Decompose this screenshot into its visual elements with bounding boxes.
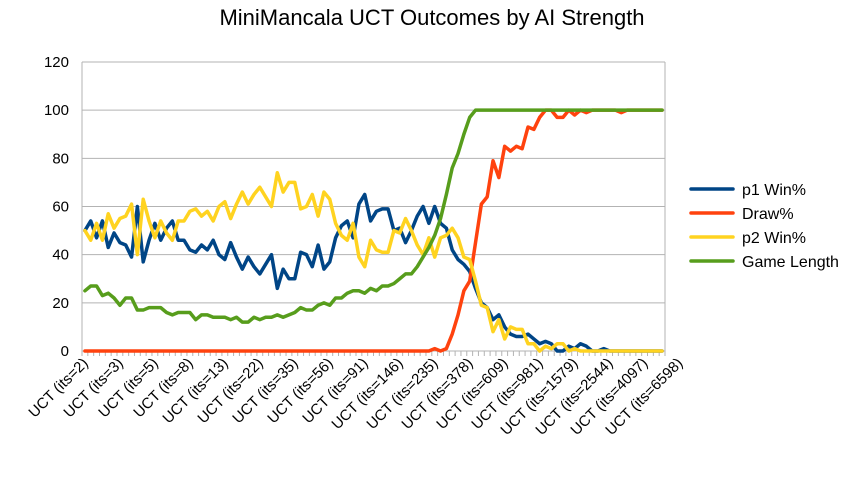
series-line-1: [83, 108, 664, 353]
legend-label: p1 Win%: [742, 182, 806, 199]
legend-label: Draw%: [742, 206, 794, 223]
y-tick-label: 80: [52, 150, 69, 167]
series-line-3: [83, 108, 664, 324]
y-tick-label: 100: [44, 102, 69, 119]
y-tick-label: 20: [52, 295, 69, 312]
y-tick-label: 40: [52, 247, 69, 264]
legend: p1 Win% Draw% p2 Win% Game Length: [689, 182, 839, 271]
legend-label: p2 Win%: [742, 230, 806, 247]
chart-title: MiniMancala UCT Outcomes by AI Strength: [219, 5, 644, 30]
series-lines: [83, 108, 664, 353]
y-tick-label: 0: [61, 343, 69, 360]
series-line-2: [83, 171, 664, 353]
y-tick-label: 120: [44, 54, 69, 71]
legend-label: Game Length: [742, 254, 839, 271]
y-tick-label: 60: [52, 199, 69, 216]
